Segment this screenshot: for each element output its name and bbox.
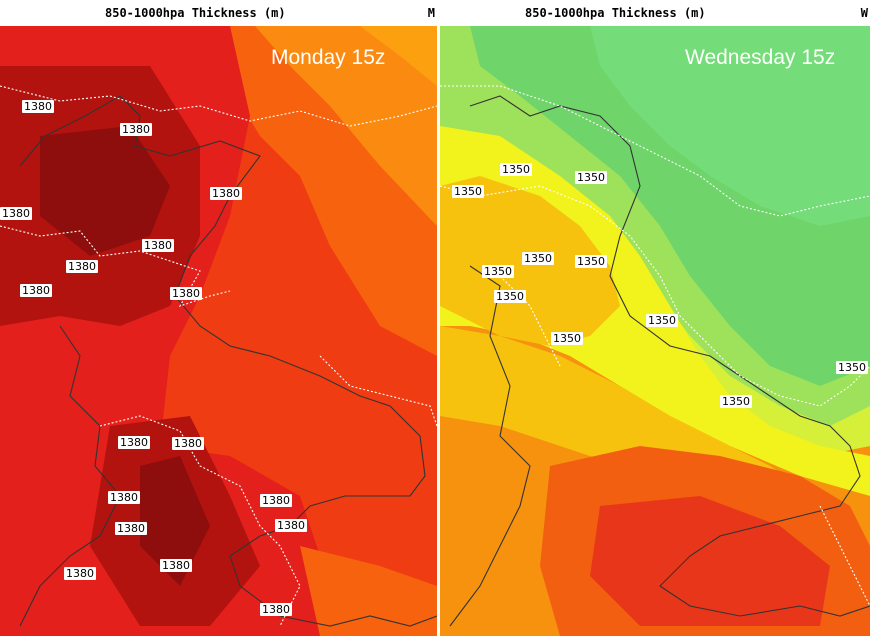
contour-label: 1380 bbox=[260, 603, 292, 616]
chart-header-title: 850-1000hpa Thickness (m) bbox=[105, 6, 286, 20]
contour-label: 1380 bbox=[66, 260, 98, 273]
contour-label: 1350 bbox=[522, 252, 554, 265]
map-panel-monday: 850-1000hpa Thickness (m) M Monday 15z 1… bbox=[0, 0, 437, 636]
contour-label: 1380 bbox=[20, 284, 52, 297]
panel-header: 850-1000hpa Thickness (m) M bbox=[0, 0, 437, 26]
contour-label: 1350 bbox=[494, 290, 526, 303]
panel-header: 850-1000hpa Thickness (m) W bbox=[440, 0, 870, 26]
thickness-map-monday bbox=[0, 26, 437, 636]
contour-label: 1380 bbox=[275, 519, 307, 532]
contour-label: 1350 bbox=[720, 395, 752, 408]
contour-label: 1380 bbox=[160, 559, 192, 572]
contour-label: 1350 bbox=[452, 185, 484, 198]
contour-label: 1380 bbox=[118, 436, 150, 449]
contour-label: 1380 bbox=[115, 522, 147, 535]
chart-header-title: 850-1000hpa Thickness (m) bbox=[525, 6, 706, 20]
contour-label: 1380 bbox=[0, 207, 32, 220]
overlay-title: Monday 15z bbox=[271, 46, 386, 69]
thickness-map-wednesday bbox=[440, 26, 870, 636]
header-cut-text: W bbox=[860, 6, 868, 20]
contour-label: 1380 bbox=[22, 100, 54, 113]
contour-label: 1380 bbox=[172, 437, 204, 450]
header-cut-text: M bbox=[427, 6, 435, 20]
contour-label: 1380 bbox=[260, 494, 292, 507]
contour-label: 1350 bbox=[500, 163, 532, 176]
overlay-title: Wednesday 15z bbox=[685, 46, 836, 69]
contour-label: 1380 bbox=[64, 567, 96, 580]
contour-label: 1350 bbox=[836, 361, 868, 374]
contour-label: 1350 bbox=[575, 171, 607, 184]
contour-label: 1350 bbox=[575, 255, 607, 268]
contour-label: 1380 bbox=[210, 187, 242, 200]
panel-divider bbox=[437, 0, 440, 636]
contour-label: 1380 bbox=[120, 123, 152, 136]
contour-label: 1380 bbox=[170, 287, 202, 300]
contour-label: 1350 bbox=[646, 314, 678, 327]
contour-label: 1350 bbox=[482, 265, 514, 278]
contour-label: 1380 bbox=[142, 239, 174, 252]
contour-label: 1350 bbox=[551, 332, 583, 345]
contour-label: 1380 bbox=[108, 491, 140, 504]
map-panel-wednesday: 850-1000hpa Thickness (m) W Wednesday 15… bbox=[440, 0, 870, 636]
